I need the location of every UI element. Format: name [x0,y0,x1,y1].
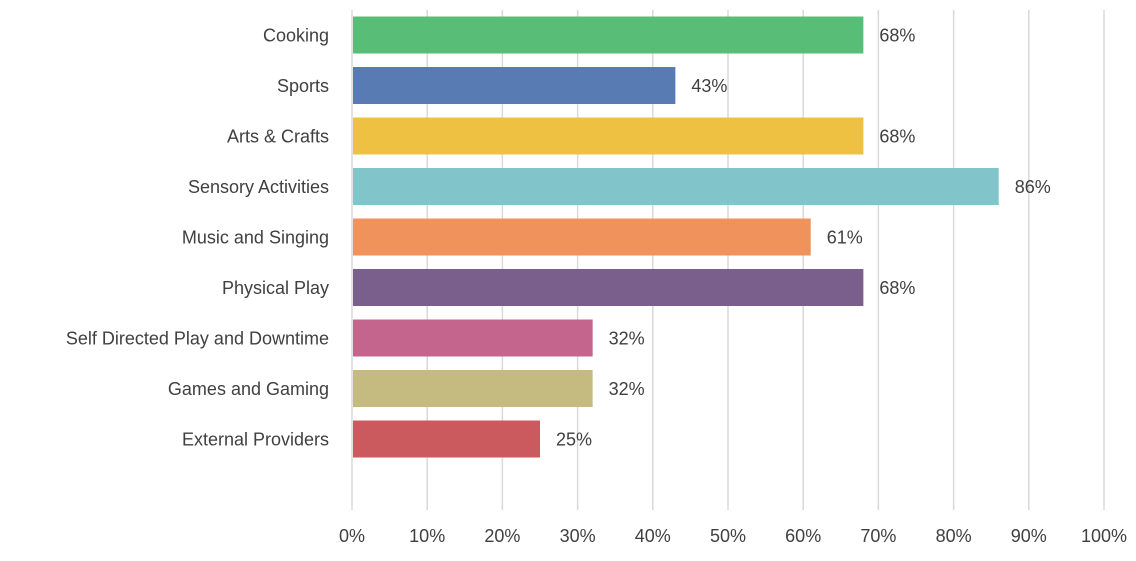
bar [353,269,864,306]
data-label: 43% [691,76,727,96]
x-tick-label: 80% [936,526,972,546]
data-label: 61% [827,228,863,248]
x-tick-label: 0% [339,526,365,546]
bar [353,420,540,458]
bar [353,16,864,54]
data-labels: 68% 43% 68% 86% 61% 68% 32% 32% 25% [556,26,1051,450]
bars [353,16,999,458]
x-tick-label: 90% [1011,526,1047,546]
bar [353,117,864,155]
bar [353,218,811,256]
category-label: Cooking [263,26,329,46]
category-label: Self Directed Play and Downtime [66,329,329,349]
bar [353,319,593,357]
bar [353,67,676,104]
x-tick-label: 60% [785,526,821,546]
category-label: Physical Play [222,278,329,298]
x-tick-label: 20% [484,526,520,546]
data-label: 68% [879,127,915,147]
x-tick-label: 30% [560,526,596,546]
data-label: 25% [556,430,592,450]
data-label: 68% [879,26,915,46]
x-tick-labels: 0% 10% 20% 30% 40% 50% 60% 70% 80% 90% 100% [339,526,1127,546]
category-label: Music and Singing [182,228,329,248]
data-label: 86% [1015,177,1051,197]
category-label: Arts & Crafts [227,127,329,147]
category-label: External Providers [182,430,329,450]
x-tick-label: 10% [409,526,445,546]
category-label: Games and Gaming [168,379,329,399]
data-label: 32% [609,379,645,399]
bar [353,168,999,205]
data-label: 32% [609,329,645,349]
bar [353,370,593,407]
category-label: Sensory Activities [188,177,329,197]
x-tick-label: 40% [635,526,671,546]
x-tick-label: 100% [1081,526,1127,546]
category-labels: Cooking Sports Arts & Crafts Sensory Activi… [66,26,329,450]
data-label: 68% [879,278,915,298]
x-tick-label: 50% [710,526,746,546]
x-tick-label: 70% [860,526,896,546]
category-label: Sports [277,76,329,96]
